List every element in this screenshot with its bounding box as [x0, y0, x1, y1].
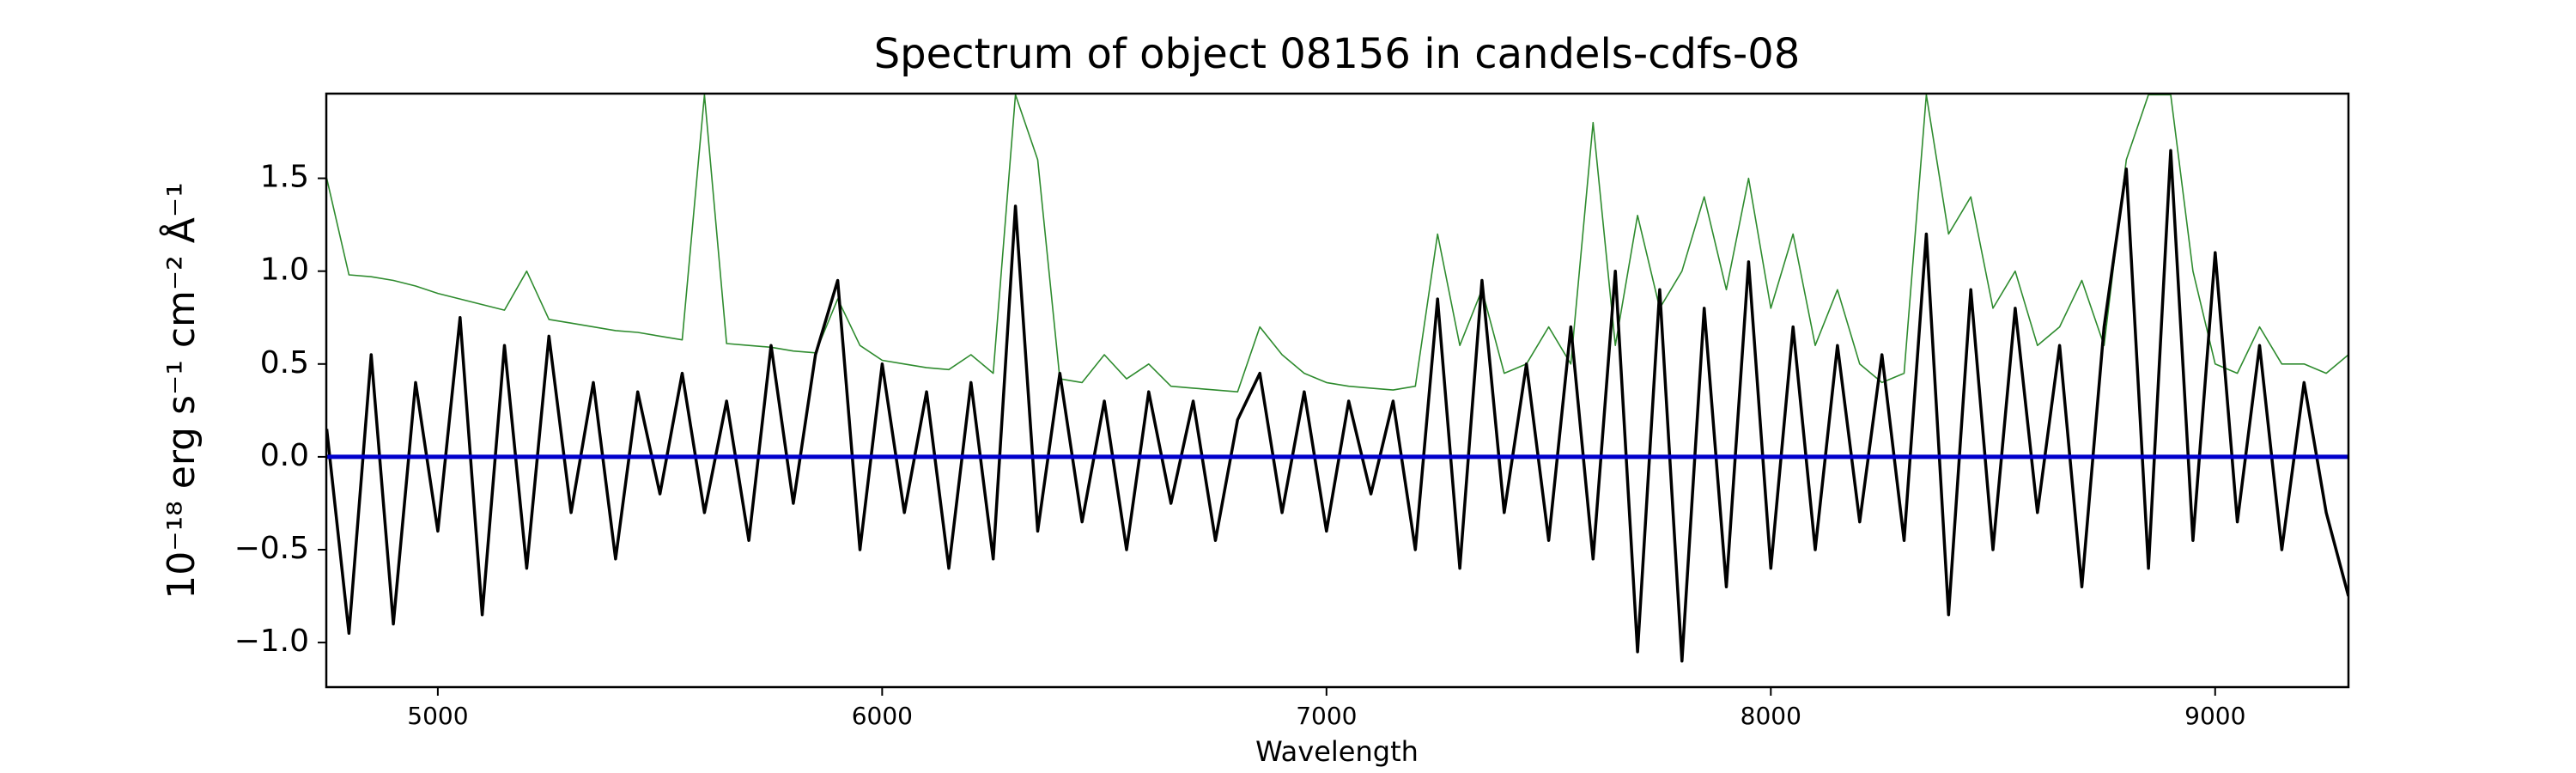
spectrum-line: [326, 94, 2348, 393]
y-tick-label: 0.0: [260, 438, 309, 473]
x-tick-label: 8000: [1741, 702, 1801, 730]
y-axis-label: 10⁻¹⁸ erg s⁻¹ cm⁻² Å⁻¹: [158, 182, 204, 599]
x-tick-label: 9000: [2184, 702, 2245, 730]
x-tick-label: 5000: [407, 702, 468, 730]
chart-title: Spectrum of object 08156 in candels-cdfs…: [874, 30, 1801, 78]
y-tick-label: 1.5: [260, 160, 309, 195]
y-tick-label: 0.5: [260, 345, 309, 380]
x-tick-label: 7000: [1296, 702, 1357, 730]
x-axis-label: Wavelength: [1255, 735, 1419, 768]
x-tick-label: 6000: [852, 702, 913, 730]
y-tick-label: −0.5: [234, 531, 309, 566]
y-tick-label: 1.0: [260, 253, 309, 288]
plot-frame: [325, 92, 2350, 689]
spectrum-line: [326, 149, 2348, 663]
y-tick-label: −1.0: [234, 624, 309, 659]
